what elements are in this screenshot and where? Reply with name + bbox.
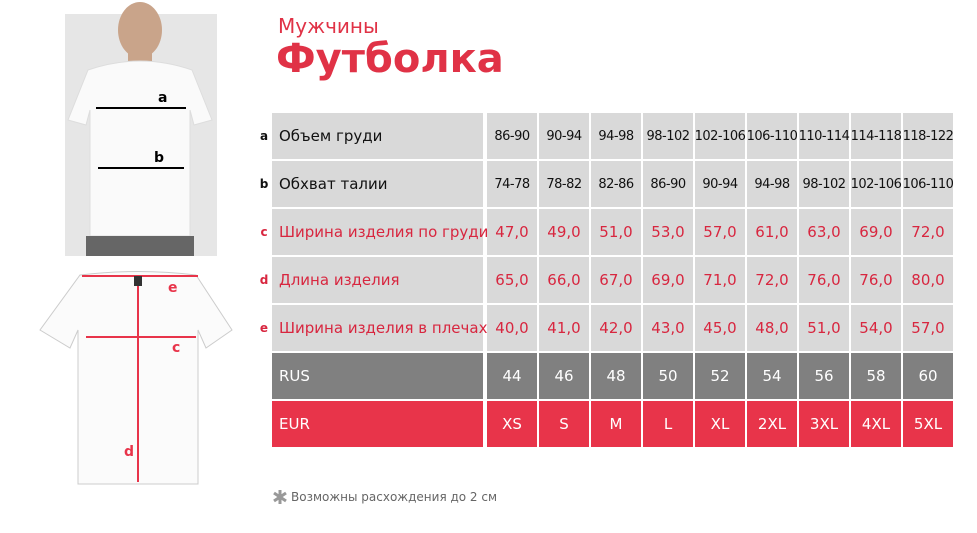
size-cell: 53,0 <box>643 209 693 255</box>
size-cell: 45,0 <box>695 305 745 351</box>
size-cell: 114-118 <box>851 113 902 159</box>
size-cell: 51,0 <box>799 305 849 351</box>
row-key: c <box>260 225 268 239</box>
size-cell: 69,0 <box>643 257 693 303</box>
size-cell: 46 <box>539 353 589 399</box>
size-cell: 94-98 <box>747 161 797 207</box>
shirt-back <box>39 271 233 485</box>
size-cell: 57,0 <box>903 305 953 351</box>
size-cell: 90-94 <box>539 113 589 159</box>
size-cell: 106-110 <box>747 113 798 159</box>
neck <box>128 48 152 62</box>
size-cell: 51,0 <box>591 209 641 255</box>
row-label: Обхват талии <box>272 161 483 207</box>
size-cell: 61,0 <box>747 209 797 255</box>
row-key: d <box>259 273 269 287</box>
label-d: d <box>124 444 134 460</box>
size-cell: 110-114 <box>799 113 850 159</box>
footnote: Возможны расхождения до 2 см <box>291 490 498 504</box>
size-cell: 48,0 <box>747 305 797 351</box>
label-a: a <box>158 90 167 106</box>
tag <box>134 276 142 286</box>
size-cell: 54,0 <box>851 305 901 351</box>
size-cell: 57,0 <box>695 209 745 255</box>
size-cell: 71,0 <box>695 257 745 303</box>
size-cell: 5XL <box>903 401 953 447</box>
size-cell: 3XL <box>799 401 849 447</box>
size-cell: 47,0 <box>487 209 537 255</box>
size-cell: L <box>643 401 693 447</box>
pants <box>86 236 194 256</box>
size-cell: 98-102 <box>799 161 849 207</box>
row-key: e <box>259 321 269 335</box>
size-cell: 67,0 <box>591 257 641 303</box>
size-cell: 98-102 <box>643 113 693 159</box>
size-cell: 94-98 <box>591 113 641 159</box>
label-e: e <box>168 280 178 296</box>
size-cell: 50 <box>643 353 693 399</box>
size-cell: 76,0 <box>851 257 901 303</box>
size-cell: 63,0 <box>799 209 849 255</box>
row-label: Длина изделия <box>272 257 483 303</box>
row-key: b <box>259 177 269 191</box>
size-cell: 52 <box>695 353 745 399</box>
size-cell: 76,0 <box>799 257 849 303</box>
size-cell: 58 <box>851 353 901 399</box>
label-c: c <box>172 340 180 356</box>
size-cell: 102-106 <box>695 113 746 159</box>
size-cell: 54 <box>747 353 797 399</box>
row-key: a <box>259 129 269 143</box>
row-label: Ширина изделия по груди <box>272 209 488 255</box>
size-cell: 44 <box>487 353 537 399</box>
size-cell: 72,0 <box>903 209 953 255</box>
head <box>118 2 162 58</box>
size-cell: 80,0 <box>903 257 953 303</box>
size-cell: M <box>591 401 641 447</box>
size-cell: 48 <box>591 353 641 399</box>
size-cell: 66,0 <box>539 257 589 303</box>
size-cell: 42,0 <box>591 305 641 351</box>
size-cell: 86-90 <box>487 113 537 159</box>
title: Футболка <box>276 36 504 82</box>
size-cell: S <box>539 401 589 447</box>
size-cell: 74-78 <box>487 161 537 207</box>
size-cell: 72,0 <box>747 257 797 303</box>
subtitle: Мужчины <box>278 14 379 38</box>
size-cell: XS <box>487 401 537 447</box>
illustration: a b e c d <box>39 2 233 485</box>
label-b: b <box>154 150 164 166</box>
size-cell: 56 <box>799 353 849 399</box>
size-cell: 4XL <box>851 401 901 447</box>
size-cell: 106-110 <box>903 161 954 207</box>
row-label: RUS <box>272 353 483 399</box>
size-cell: 40,0 <box>487 305 537 351</box>
row-label: Объем груди <box>272 113 483 159</box>
size-cell: 60 <box>903 353 953 399</box>
size-cell: 118-122 <box>903 113 954 159</box>
shirt-front <box>67 60 213 237</box>
size-cell: 65,0 <box>487 257 537 303</box>
size-cell: 90-94 <box>695 161 745 207</box>
asterisk-icon <box>273 490 287 504</box>
size-cell: 69,0 <box>851 209 901 255</box>
size-cell: 82-86 <box>591 161 641 207</box>
size-cell: 2XL <box>747 401 797 447</box>
size-cell: 86-90 <box>643 161 693 207</box>
row-label: Ширина изделия в плечах <box>272 305 487 351</box>
size-cell: 43,0 <box>643 305 693 351</box>
size-cell: XL <box>695 401 745 447</box>
size-cell: 78-82 <box>539 161 589 207</box>
row-label: EUR <box>272 401 483 447</box>
size-cell: 102-106 <box>851 161 902 207</box>
size-cell: 41,0 <box>539 305 589 351</box>
size-cell: 49,0 <box>539 209 589 255</box>
